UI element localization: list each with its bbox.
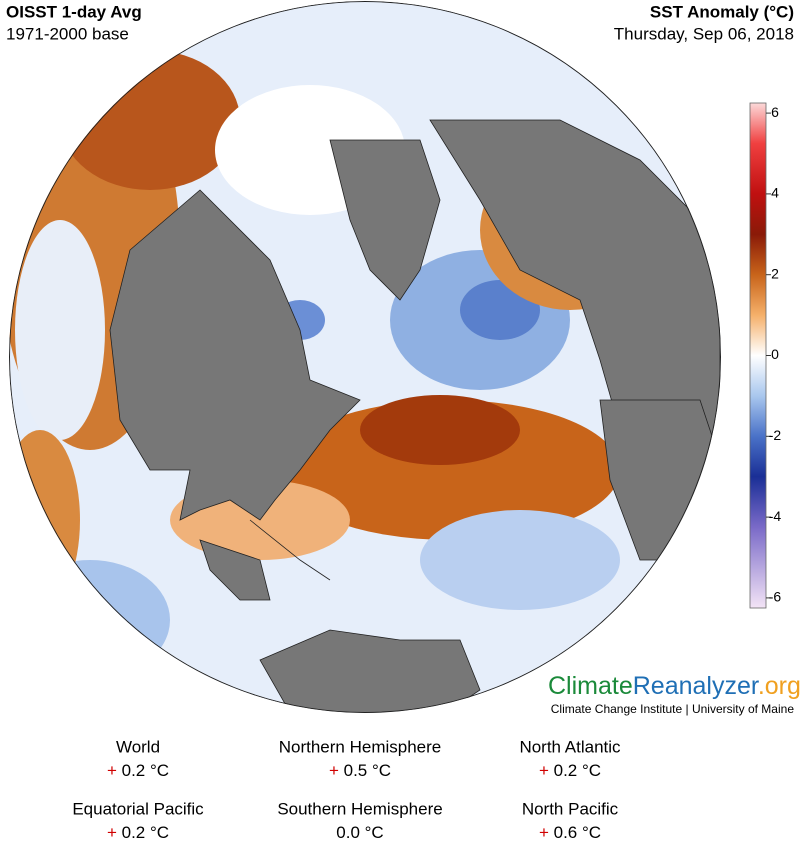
- sign: +: [539, 761, 549, 780]
- colorbar-tick-label: 6: [771, 104, 779, 120]
- sign: +: [107, 823, 117, 842]
- date: Thursday, Sep 06, 2018: [614, 24, 794, 43]
- logo-part: Reanalyzer: [633, 672, 759, 700]
- value: 0.5 °C: [344, 761, 391, 780]
- value: 0.2 °C: [122, 761, 169, 780]
- sign: +: [107, 761, 117, 780]
- region-label: Southern Hemisphere: [277, 799, 442, 818]
- region-value: + 0.5 °C: [329, 761, 391, 780]
- region-value: + 0.2 °C: [107, 761, 169, 780]
- colorbar-tick-label: -6: [769, 589, 782, 605]
- region-value: 0.0 °C: [336, 823, 383, 842]
- sign: +: [329, 761, 339, 780]
- region-value: + 0.2 °C: [539, 761, 601, 780]
- sign: +: [539, 823, 549, 842]
- logo-subtitle: Climate Change Institute | University of…: [551, 702, 795, 716]
- colorbar-tick-label: 4: [771, 185, 779, 201]
- region-value: + 0.6 °C: [539, 823, 601, 842]
- value: 0.6 °C: [554, 823, 601, 842]
- globe: [9, 1, 721, 713]
- logo-part: Climate: [548, 672, 633, 700]
- colorbar-tick-label: 0: [771, 346, 779, 362]
- stats: World + 0.2 °C Northern Hemisphere + 0.5 °C…: [72, 737, 621, 842]
- colorbar-tick-label: -4: [769, 508, 782, 524]
- region-label: World: [116, 737, 160, 756]
- value: 0.2 °C: [122, 823, 169, 842]
- map-title: OISST 1-day Avg: [6, 2, 142, 21]
- map-subtitle: 1971-2000 base: [6, 24, 129, 43]
- value: 0.2 °C: [554, 761, 601, 780]
- variable-title: SST Anomaly (°C): [650, 2, 794, 21]
- region-label: Northern Hemisphere: [279, 737, 442, 756]
- region-label: North Pacific: [522, 799, 619, 818]
- logo: ClimateReanalyzer.org: [548, 672, 800, 700]
- logo-part: .org: [758, 672, 800, 700]
- colorbar-tick-label: 2: [771, 265, 779, 281]
- region-label: North Atlantic: [519, 737, 621, 756]
- region-label: Equatorial Pacific: [72, 799, 204, 818]
- colorbar: [749, 102, 767, 609]
- colorbar-tick-label: -2: [769, 427, 782, 443]
- value: 0.0 °C: [336, 823, 383, 842]
- region-value: + 0.2 °C: [107, 823, 169, 842]
- colorbar-ticks: 6 4 2 0 -2 -4 -6: [766, 104, 781, 605]
